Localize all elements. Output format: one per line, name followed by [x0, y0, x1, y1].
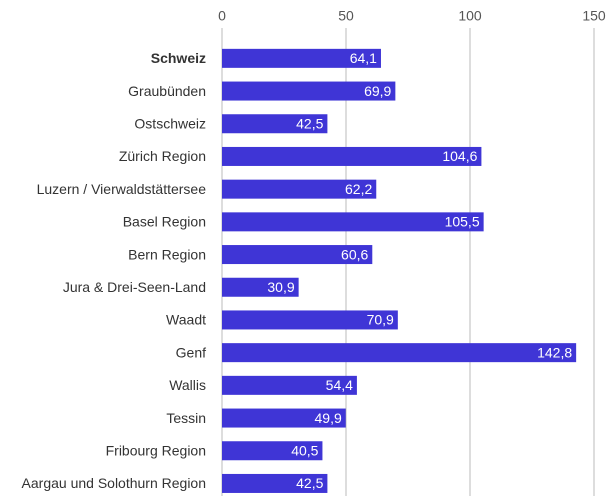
- category-label: Fribourg Region: [106, 442, 206, 458]
- x-tick-label: 150: [582, 8, 606, 24]
- category-label: Tessin: [166, 410, 206, 426]
- category-label: Jura & Drei-Seen-Land: [63, 279, 206, 295]
- value-label: 42,5: [296, 115, 323, 131]
- category-label: Bern Region: [128, 246, 206, 262]
- value-label: 54,4: [326, 377, 353, 393]
- bar: [222, 245, 373, 265]
- value-label: 62,2: [345, 181, 372, 197]
- bar: [222, 408, 346, 428]
- value-label: 60,6: [341, 246, 368, 262]
- value-label: 40,5: [291, 442, 318, 458]
- category-label: Schweiz: [151, 50, 206, 66]
- bar: [222, 277, 299, 297]
- bar: [222, 179, 377, 199]
- category-label: Zürich Region: [119, 148, 206, 164]
- value-label: 142,8: [537, 344, 572, 360]
- value-label: 64,1: [350, 50, 377, 66]
- x-tick-label: 100: [458, 8, 482, 24]
- value-label: 30,9: [267, 279, 294, 295]
- value-label: 49,9: [315, 410, 342, 426]
- bar: [222, 310, 398, 330]
- value-label: 42,5: [296, 475, 323, 491]
- bar: [222, 48, 381, 68]
- category-label: Genf: [176, 344, 206, 360]
- category-label: Basel Region: [123, 214, 206, 230]
- category-label: Luzern / Vierwaldstättersee: [37, 181, 207, 197]
- category-label: Ostschweiz: [134, 115, 206, 131]
- x-tick-label: 50: [338, 8, 354, 24]
- bar: [222, 375, 357, 395]
- bar: [222, 343, 577, 363]
- value-label: 69,9: [364, 83, 391, 99]
- category-label: Wallis: [169, 377, 206, 393]
- value-label: 105,5: [445, 214, 480, 230]
- value-label: 104,6: [442, 148, 477, 164]
- category-label: Graubünden: [128, 83, 206, 99]
- bar: [222, 212, 484, 232]
- value-label: 70,9: [367, 312, 394, 328]
- x-tick-label: 0: [218, 8, 226, 24]
- bar: [222, 441, 323, 461]
- bar: [222, 81, 396, 101]
- bar: [222, 473, 328, 493]
- category-label: Waadt: [166, 312, 206, 328]
- bar: [222, 146, 482, 166]
- category-label: Aargau und Solothurn Region: [22, 475, 206, 491]
- bar: [222, 114, 328, 134]
